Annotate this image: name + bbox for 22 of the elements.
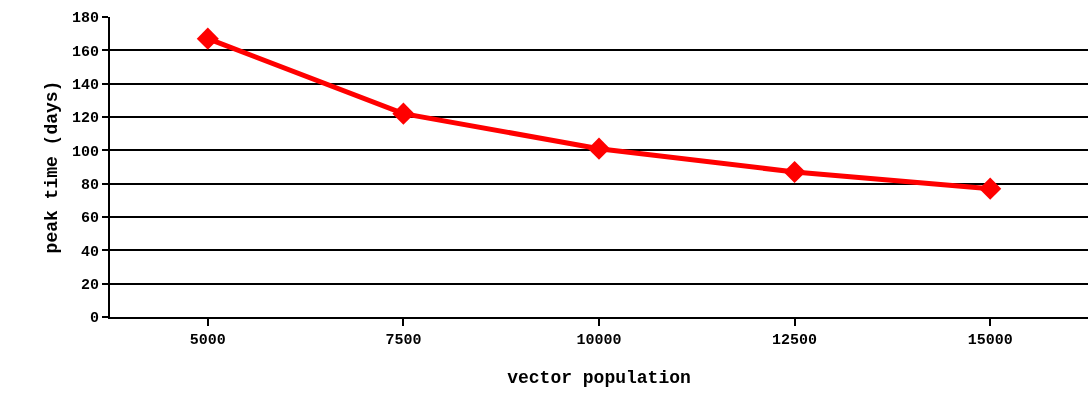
x-tick-label: 10000: [576, 332, 622, 349]
x-tick-label: 5000: [189, 332, 226, 349]
y-tick-label: 20: [80, 276, 99, 294]
y-tick-label: 80: [80, 176, 99, 194]
point: [196, 27, 219, 50]
y-tick-label: 0: [89, 310, 99, 328]
point: [783, 160, 806, 184]
x-axis-title: vector population: [507, 367, 691, 388]
y-axis-title: peak time (days): [41, 80, 62, 254]
y-tick-label: 100: [71, 143, 99, 161]
y-tick-label: 40: [80, 243, 99, 261]
y-tick-label: 160: [71, 43, 99, 61]
point: [587, 137, 611, 160]
y-tick-label: 120: [71, 110, 99, 128]
y-tick-label: 140: [71, 76, 99, 94]
point: [979, 177, 1002, 200]
point: [392, 102, 415, 125]
x-tick-label: 7500: [385, 332, 422, 349]
y-tick-label: 180: [71, 10, 99, 28]
x-tick-label: 12500: [772, 332, 818, 349]
x-tick-label: 15000: [967, 332, 1013, 349]
y-tick-label: 60: [80, 210, 99, 228]
